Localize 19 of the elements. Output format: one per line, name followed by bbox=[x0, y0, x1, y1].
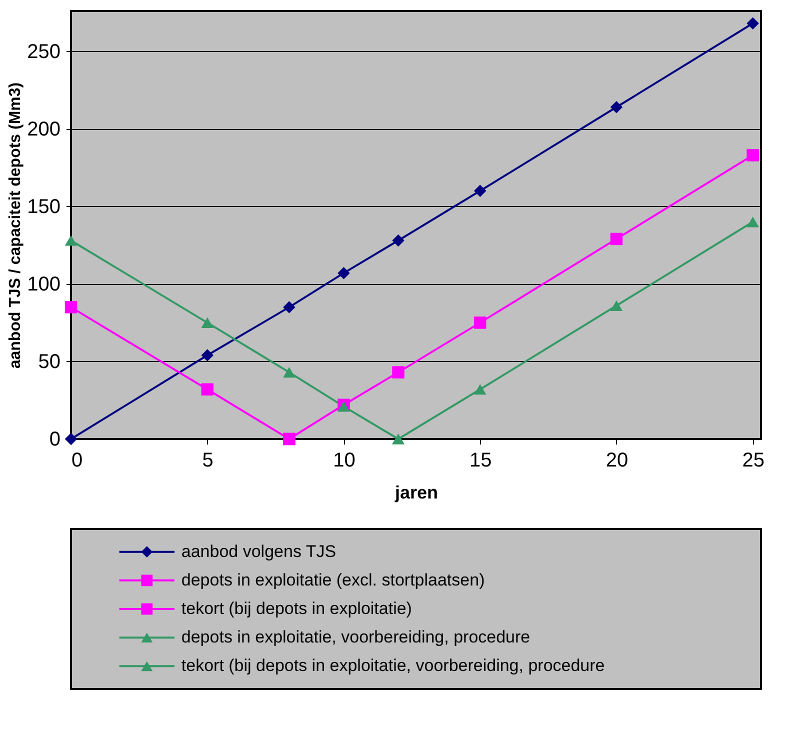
legend-label: depots in exploitatie, voorbereiding, procedure bbox=[181, 628, 530, 647]
x-tick-label: 20 bbox=[606, 450, 628, 472]
y-tick-label: 250 bbox=[27, 40, 60, 63]
y-tick-label: 150 bbox=[27, 196, 60, 218]
y-axis-title: aanbod TJS / capaciteit depots (Mm3) bbox=[7, 82, 24, 369]
y-tick-label: 50 bbox=[38, 350, 60, 373]
legend-label: tekort (bij depots in exploitatie, voorbereiding, procedure bbox=[181, 656, 605, 676]
x-tick-label: 15 bbox=[469, 450, 492, 472]
x-tick-label: 10 bbox=[333, 450, 356, 472]
legend-label: aanbod volgens TJS bbox=[181, 542, 336, 561]
y-tick-label: 0 bbox=[49, 428, 60, 450]
y-tick-label: 200 bbox=[27, 118, 60, 140]
x-tick-label: 25 bbox=[742, 450, 764, 472]
x-tick-label: 0 bbox=[72, 450, 83, 472]
x-axis-title: jaren bbox=[394, 482, 438, 502]
y-tick-label: 100 bbox=[27, 273, 60, 296]
x-tick-label: 5 bbox=[202, 450, 214, 472]
legend-label: depots in exploitatie (excl. stortplaatsen) bbox=[181, 570, 485, 590]
legend-label: tekort (bij depots in exploitatie) bbox=[181, 599, 412, 618]
